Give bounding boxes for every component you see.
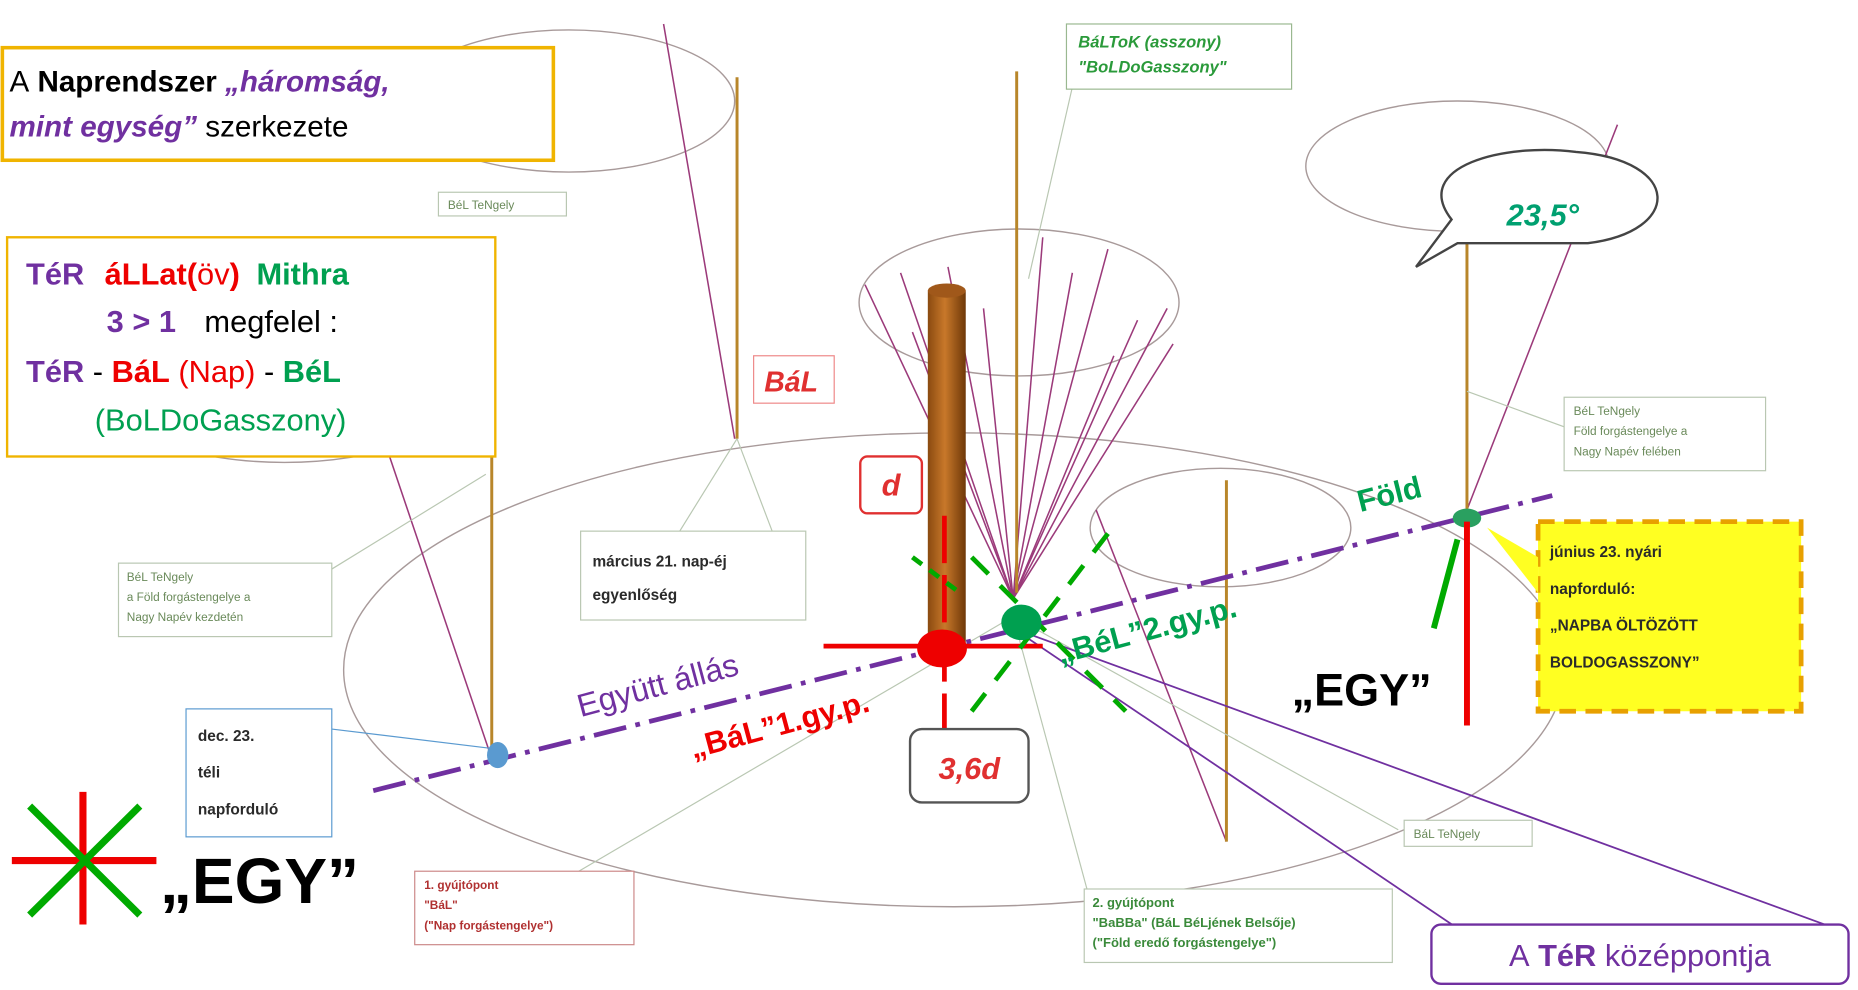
text: BéL TeNgely [127, 570, 193, 584]
text: A [1509, 938, 1530, 973]
text: Nagy Napév felében [1574, 444, 1681, 458]
text: Föld forgástengelye a [1574, 424, 1688, 438]
text: március 21. nap-éj [592, 554, 726, 571]
leader [1029, 71, 1076, 278]
text: Mithra [256, 257, 349, 292]
text: öv [197, 257, 230, 292]
leader [332, 729, 498, 749]
text: középpontja [1605, 938, 1772, 973]
label: 23,5° [1506, 197, 1580, 232]
text: ) [230, 257, 240, 292]
text: megfelel : [204, 304, 338, 339]
diagram: A Naprendszer „háromság, mint egység” sz… [0, 0, 1858, 990]
mithra-line: TéR áLLat(öv) Mithra [26, 257, 350, 292]
sun-dot [917, 629, 967, 667]
label-box [581, 531, 806, 620]
text: "BoLDoGasszony" [1078, 58, 1228, 77]
text: Nagy Napév kezdetén [127, 610, 243, 624]
text: napforduló: [1550, 581, 1635, 598]
mithra-line: 3 > 1 megfelel : [107, 304, 338, 339]
text: 3 > 1 [107, 304, 176, 339]
leader [1467, 391, 1564, 427]
text: BOLDOGASSZONY” [1550, 654, 1700, 671]
text: Naprendszer [37, 66, 217, 99]
text: „NAPBA ÖLTÖZÖTT [1550, 618, 1698, 635]
title-line: mint egység” szerkezete [9, 111, 348, 144]
text: „háromság, [224, 66, 390, 99]
star [12, 792, 157, 925]
label: „EGY” [1292, 664, 1432, 715]
text: BáLToK (asszony) [1078, 33, 1221, 52]
ellipse [1090, 468, 1351, 586]
text: "BaBBa" (BáL BéLjének Belsője) [1093, 915, 1296, 930]
text: téli [198, 765, 220, 782]
text: június 23. nyári [1549, 544, 1662, 561]
cone-line [1013, 356, 1114, 599]
label: BáL [764, 366, 818, 398]
text: dec. 23. [198, 728, 254, 745]
text: TéR [1538, 938, 1596, 973]
text: 1. gyújtópont [424, 878, 498, 892]
text: 2. gyújtópont [1093, 895, 1175, 910]
cone-line [1013, 344, 1173, 599]
label: BéL TeNgely [448, 198, 514, 212]
cylinder-top [928, 283, 966, 297]
text: napforduló [198, 801, 278, 818]
text: - [93, 354, 103, 389]
label: 3,6d [938, 751, 1001, 786]
text: a Föld forgástengelye a [127, 590, 251, 604]
text: BáL [112, 354, 170, 389]
text: A [9, 66, 29, 99]
label: „EGY” [160, 845, 359, 917]
text: BéL [283, 354, 341, 389]
text: ("Nap forgástengelye") [424, 918, 553, 932]
axis-line [664, 24, 735, 439]
mithra-line: TéR - BáL (Nap) - BéL [26, 354, 341, 389]
page: {"title":{"line1":["A","Naprendszer","„h… [0, 0, 1858, 990]
label: A TéR középpontja [1509, 938, 1772, 973]
text: (BoLDoGasszony) [95, 402, 347, 437]
label: „BéL”2.gy.p. [1053, 589, 1240, 670]
text: - [264, 354, 274, 389]
earth-dot [1001, 605, 1041, 641]
winter-dot [487, 742, 508, 768]
green-line [1434, 539, 1458, 628]
label: BáL TeNgely [1414, 827, 1480, 841]
leader [332, 474, 486, 569]
text: ("Föld eredő forgástengelye") [1093, 935, 1277, 950]
axis-line [1096, 510, 1226, 842]
cone-line [1013, 273, 1072, 599]
text: áLLat( [105, 257, 198, 292]
text: szerkezete [205, 111, 348, 144]
label: Együtt állás [573, 646, 742, 724]
title-line: A Naprendszer „háromság, [9, 66, 389, 99]
text: (Nap) [178, 354, 255, 389]
text: "BáL" [424, 898, 458, 912]
text: BéL TeNgely [1574, 404, 1640, 418]
text: TéR [26, 354, 84, 389]
cone-ellipse [859, 229, 1179, 376]
text: egyenlőség [592, 587, 677, 604]
label: Föld [1354, 469, 1426, 519]
text: mint egység” [9, 111, 197, 144]
text: TéR [26, 257, 84, 292]
cone-line [1013, 308, 1167, 598]
label: d [882, 468, 902, 503]
